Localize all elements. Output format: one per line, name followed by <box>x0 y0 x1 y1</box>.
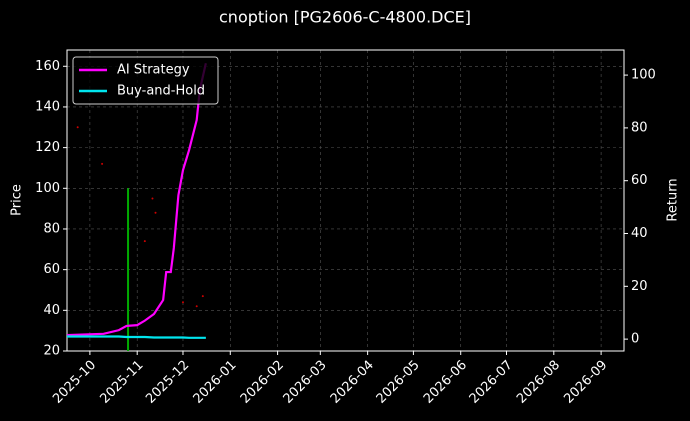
y2-tick-label: 40 <box>631 226 648 241</box>
legend-box <box>72 56 219 105</box>
price-point <box>181 301 184 304</box>
y2-axis-label: Return <box>666 178 681 221</box>
x-tick-label: 2025-10 <box>50 358 99 407</box>
x-tick-label: 2026-06 <box>421 358 470 407</box>
legend-label: Buy-and-Hold <box>117 84 205 99</box>
y-tick-label: 80 <box>43 221 60 236</box>
y-axis-label: Price <box>10 184 25 216</box>
x-tick-label: 2026-09 <box>561 358 610 407</box>
y-tick-label: 160 <box>35 59 60 74</box>
x-tick-label: 2026-02 <box>238 358 287 407</box>
price-point <box>201 295 204 298</box>
y2-tick-label: 0 <box>631 332 639 347</box>
price-point <box>151 197 154 200</box>
y-tick-label: 40 <box>43 303 60 318</box>
series-line <box>67 335 206 339</box>
x-tick-label: 2026-05 <box>374 358 423 407</box>
price-point <box>76 126 79 129</box>
y-tick-label: 60 <box>43 262 60 277</box>
x-tick-label: 2025-11 <box>97 358 146 407</box>
price-point <box>101 162 104 165</box>
x-tick-label: 2026-08 <box>514 358 563 407</box>
chart-title: cnoption [PG2606-C-4800.DCE] <box>219 8 471 27</box>
y-tick-label: 100 <box>35 181 60 196</box>
y-tick-label: 20 <box>43 344 60 359</box>
x-tick-label: 2026-04 <box>328 358 377 407</box>
price-point <box>143 240 146 243</box>
plot-frame <box>66 49 625 352</box>
x-tick-label: 2026-01 <box>191 358 240 407</box>
x-tick-label: 2026-03 <box>281 358 330 407</box>
y2-tick-label: 80 <box>631 120 648 135</box>
series-line <box>66 62 207 337</box>
y2-tick-label: 60 <box>631 173 648 188</box>
y2-tick-label: 100 <box>631 68 656 83</box>
price-point <box>154 211 157 214</box>
legend: AI Strategy Buy-and-Hold <box>72 56 219 105</box>
legend-label: AI Strategy <box>117 63 190 78</box>
y2-tick-label: 20 <box>631 279 648 294</box>
y-tick-label: 120 <box>35 140 60 155</box>
x-tick-label: 2026-07 <box>467 358 516 407</box>
x-tick-label: 2025-12 <box>143 358 192 407</box>
y-tick-label: 140 <box>35 99 60 114</box>
price-point <box>195 305 198 308</box>
